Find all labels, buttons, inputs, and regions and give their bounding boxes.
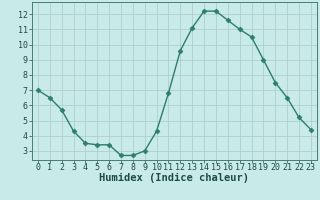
X-axis label: Humidex (Indice chaleur): Humidex (Indice chaleur) bbox=[100, 173, 249, 183]
